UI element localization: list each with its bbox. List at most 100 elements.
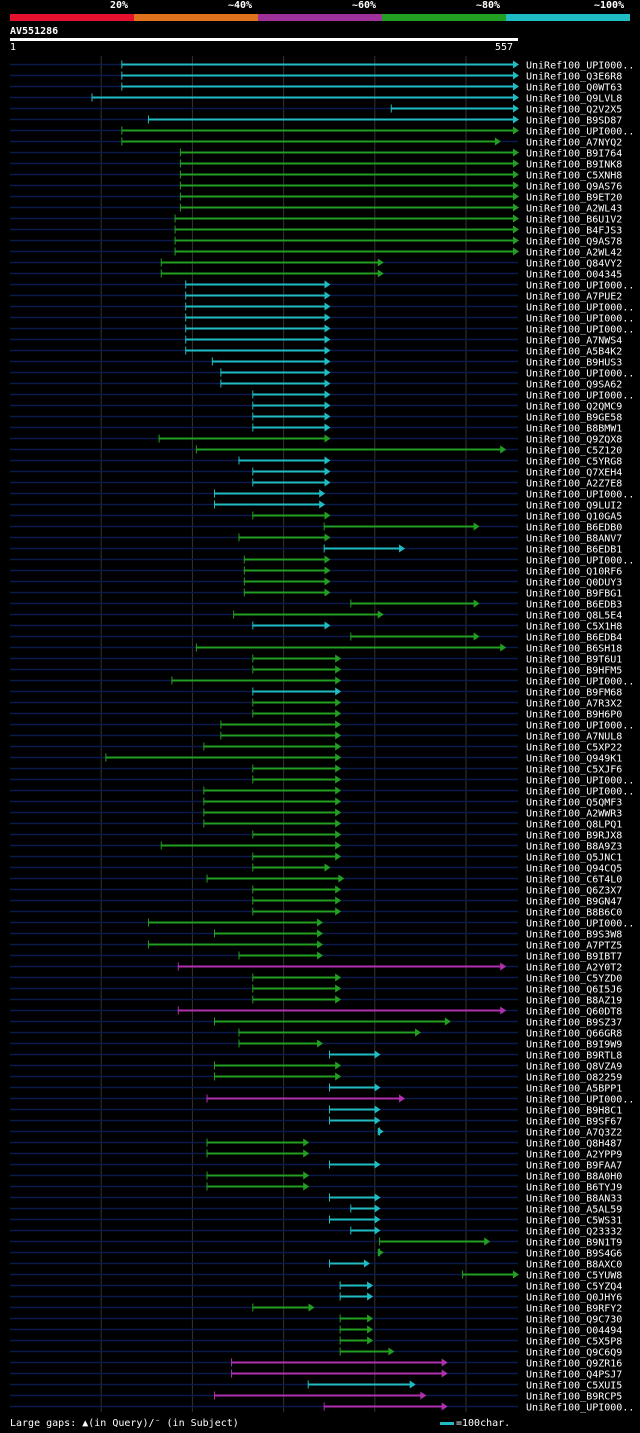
hit-label[interactable]: UniRef100_A7PTZ5 [526, 941, 622, 952]
hit-label[interactable]: UniRef100_B8A0H0 [526, 1172, 622, 1183]
hit-label[interactable]: UniRef100_Q949K1 [526, 754, 622, 765]
hit-label[interactable]: UniRef100_B8A9Z3 [526, 842, 622, 853]
hit-label[interactable]: UniRef100_B8ANV7 [526, 534, 622, 545]
hit-label[interactable]: UniRef100_Q8VZA9 [526, 1062, 622, 1073]
hit-label[interactable]: UniRef100_Q10RF6 [526, 567, 622, 578]
hit-label[interactable]: UniRef100_UPI000.. [526, 303, 634, 314]
hit-label[interactable]: UniRef100_B4FJS3 [526, 226, 622, 237]
hit-label[interactable]: UniRef100_Q9AS78 [526, 237, 622, 248]
hit-label[interactable]: UniRef100_Q2V2X5 [526, 105, 622, 116]
hit-label[interactable]: UniRef100_A5BPP1 [526, 1084, 622, 1095]
hit-label[interactable]: UniRef100_A2WL43 [526, 204, 622, 215]
hit-label[interactable]: UniRef100_O82259 [526, 1073, 622, 1084]
hit-label[interactable]: UniRef100_B9I764 [526, 149, 622, 160]
hit-label[interactable]: UniRef100_B9ET20 [526, 193, 622, 204]
hit-label[interactable]: UniRef100_Q9C6Q9 [526, 1348, 622, 1359]
hit-label[interactable]: UniRef100_A5AL59 [526, 1205, 622, 1216]
hit-label[interactable]: UniRef100_Q6Z3X7 [526, 886, 622, 897]
hit-label[interactable]: UniRef100_B9SZ37 [526, 1018, 622, 1029]
hit-label[interactable]: UniRef100_C5WS31 [526, 1216, 622, 1227]
hit-label[interactable]: UniRef100_A7PUE2 [526, 292, 622, 303]
hit-label[interactable]: UniRef100_B9GN47 [526, 897, 622, 908]
hit-label[interactable]: UniRef100_B6EDB1 [526, 545, 622, 556]
hit-label[interactable]: UniRef100_C5YZQ4 [526, 1282, 622, 1293]
hit-label[interactable]: UniRef100_C5XNH8 [526, 171, 622, 182]
hit-label[interactable]: UniRef100_A2YPP9 [526, 1150, 622, 1161]
hit-label[interactable]: UniRef100_B6TYJ9 [526, 1183, 622, 1194]
hit-label[interactable]: UniRef100_B9FM68 [526, 688, 622, 699]
hit-label[interactable]: UniRef100_Q8H487 [526, 1139, 622, 1150]
hit-label[interactable]: UniRef100_Q84VY2 [526, 259, 622, 270]
hit-label[interactable]: UniRef100_UPI000.. [526, 61, 634, 72]
hit-label[interactable]: UniRef100_UPI000.. [526, 556, 634, 567]
hit-label[interactable]: UniRef100_B9INK8 [526, 160, 622, 171]
hit-label[interactable]: UniRef100_A7NWS4 [526, 336, 622, 347]
hit-label[interactable]: UniRef100_B9FAA7 [526, 1161, 622, 1172]
hit-label[interactable]: UniRef100_A5B4K2 [526, 347, 622, 358]
hit-label[interactable]: UniRef100_UPI000.. [526, 314, 634, 325]
hit-label[interactable]: UniRef100_B9SF67 [526, 1117, 622, 1128]
hit-label[interactable]: UniRef100_UPI000.. [526, 1095, 634, 1106]
hit-label[interactable]: UniRef100_Q7XEH4 [526, 468, 622, 479]
hit-label[interactable]: UniRef100_B9IBT7 [526, 952, 622, 963]
hit-label[interactable]: UniRef100_UPI000.. [526, 787, 634, 798]
hit-label[interactable]: UniRef100_A2Z7E8 [526, 479, 622, 490]
hit-label[interactable]: UniRef100_A7R3X2 [526, 699, 622, 710]
hit-label[interactable]: UniRef100_Q8LPQ1 [526, 820, 622, 831]
hit-label[interactable]: UniRef100_C5X5P8 [526, 1337, 622, 1348]
hit-label[interactable]: UniRef100_Q0DUY3 [526, 578, 622, 589]
hit-label[interactable]: UniRef100_UPI000.. [526, 677, 634, 688]
hit-label[interactable]: UniRef100_Q9LUI2 [526, 501, 622, 512]
hit-label[interactable]: UniRef100_UPI000.. [526, 919, 634, 930]
hit-label[interactable]: UniRef100_B9S3W8 [526, 930, 622, 941]
hit-label[interactable]: UniRef100_B9H6P0 [526, 710, 622, 721]
hit-label[interactable]: UniRef100_UPI000.. [526, 1403, 634, 1414]
hit-label[interactable]: UniRef100_Q66GR8 [526, 1029, 622, 1040]
hit-label[interactable]: UniRef100_B9RFY2 [526, 1304, 622, 1315]
hit-label[interactable]: UniRef100_B6EDB0 [526, 523, 622, 534]
hit-label[interactable]: UniRef100_UPI000.. [526, 776, 634, 787]
hit-label[interactable]: UniRef100_A2Y0T2 [526, 963, 622, 974]
hit-label[interactable]: UniRef100_UPI000.. [526, 721, 634, 732]
hit-label[interactable]: UniRef100_UPI000.. [526, 281, 634, 292]
hit-label[interactable]: UniRef100_UPI000.. [526, 490, 634, 501]
hit-label[interactable]: UniRef100_B6EDB3 [526, 600, 622, 611]
hit-label[interactable]: UniRef100_B6U1V2 [526, 215, 622, 226]
hit-label[interactable]: UniRef100_UPI000.. [526, 369, 634, 380]
hit-label[interactable]: UniRef100_C5XP22 [526, 743, 622, 754]
hit-label[interactable]: UniRef100_C5XUI5 [526, 1381, 622, 1392]
hit-label[interactable]: UniRef100_Q60DT8 [526, 1007, 622, 1018]
hit-label[interactable]: UniRef100_Q6I5J6 [526, 985, 622, 996]
hit-label[interactable]: UniRef100_B9N1T9 [526, 1238, 622, 1249]
hit-label[interactable]: UniRef100_Q9C730 [526, 1315, 622, 1326]
hit-label[interactable]: UniRef100_B6EDB4 [526, 633, 622, 644]
hit-label[interactable]: UniRef100_B9S4G6 [526, 1249, 622, 1260]
hit-label[interactable]: UniRef100_C6T4L0 [526, 875, 622, 886]
hit-label[interactable]: UniRef100_A2WWR3 [526, 809, 622, 820]
hit-label[interactable]: UniRef100_B9SD87 [526, 116, 622, 127]
hit-label[interactable]: UniRef100_B9I9W9 [526, 1040, 622, 1051]
hit-label[interactable]: UniRef100_Q9AS76 [526, 182, 622, 193]
hit-label[interactable]: UniRef100_Q5JNC1 [526, 853, 622, 864]
hit-label[interactable]: UniRef100_B9HFM5 [526, 666, 622, 677]
hit-label[interactable]: UniRef100_B9H8C1 [526, 1106, 622, 1117]
hit-label[interactable]: UniRef100_Q94CQ5 [526, 864, 622, 875]
hit-label[interactable]: UniRef100_A7Q3Z2 [526, 1128, 622, 1139]
hit-label[interactable]: UniRef100_C5X1H8 [526, 622, 622, 633]
hit-label[interactable]: UniRef100_Q4PSJ7 [526, 1370, 622, 1381]
hit-label[interactable]: UniRef100_Q3E6R8 [526, 72, 622, 83]
hit-label[interactable]: UniRef100_B9HUS3 [526, 358, 622, 369]
hit-label[interactable]: UniRef100_A7NUL8 [526, 732, 622, 743]
hit-label[interactable]: UniRef100_Q10GA5 [526, 512, 622, 523]
hit-label[interactable]: UniRef100_C5YZD0 [526, 974, 622, 985]
hit-label[interactable]: UniRef100_B9RTL8 [526, 1051, 622, 1062]
hit-label[interactable]: UniRef100_B9T6U1 [526, 655, 622, 666]
hit-label[interactable]: UniRef100_B8B6C0 [526, 908, 622, 919]
hit-label[interactable]: UniRef100_B9FBG1 [526, 589, 622, 600]
hit-label[interactable]: UniRef100_B8BMW1 [526, 424, 622, 435]
hit-label[interactable]: UniRef100_C5XJF6 [526, 765, 622, 776]
hit-label[interactable]: UniRef100_B6SH18 [526, 644, 622, 655]
hit-label[interactable]: UniRef100_C5YRG8 [526, 457, 622, 468]
hit-label[interactable]: UniRef100_Q9SA62 [526, 380, 622, 391]
hit-label[interactable]: UniRef100_A2WL42 [526, 248, 622, 259]
